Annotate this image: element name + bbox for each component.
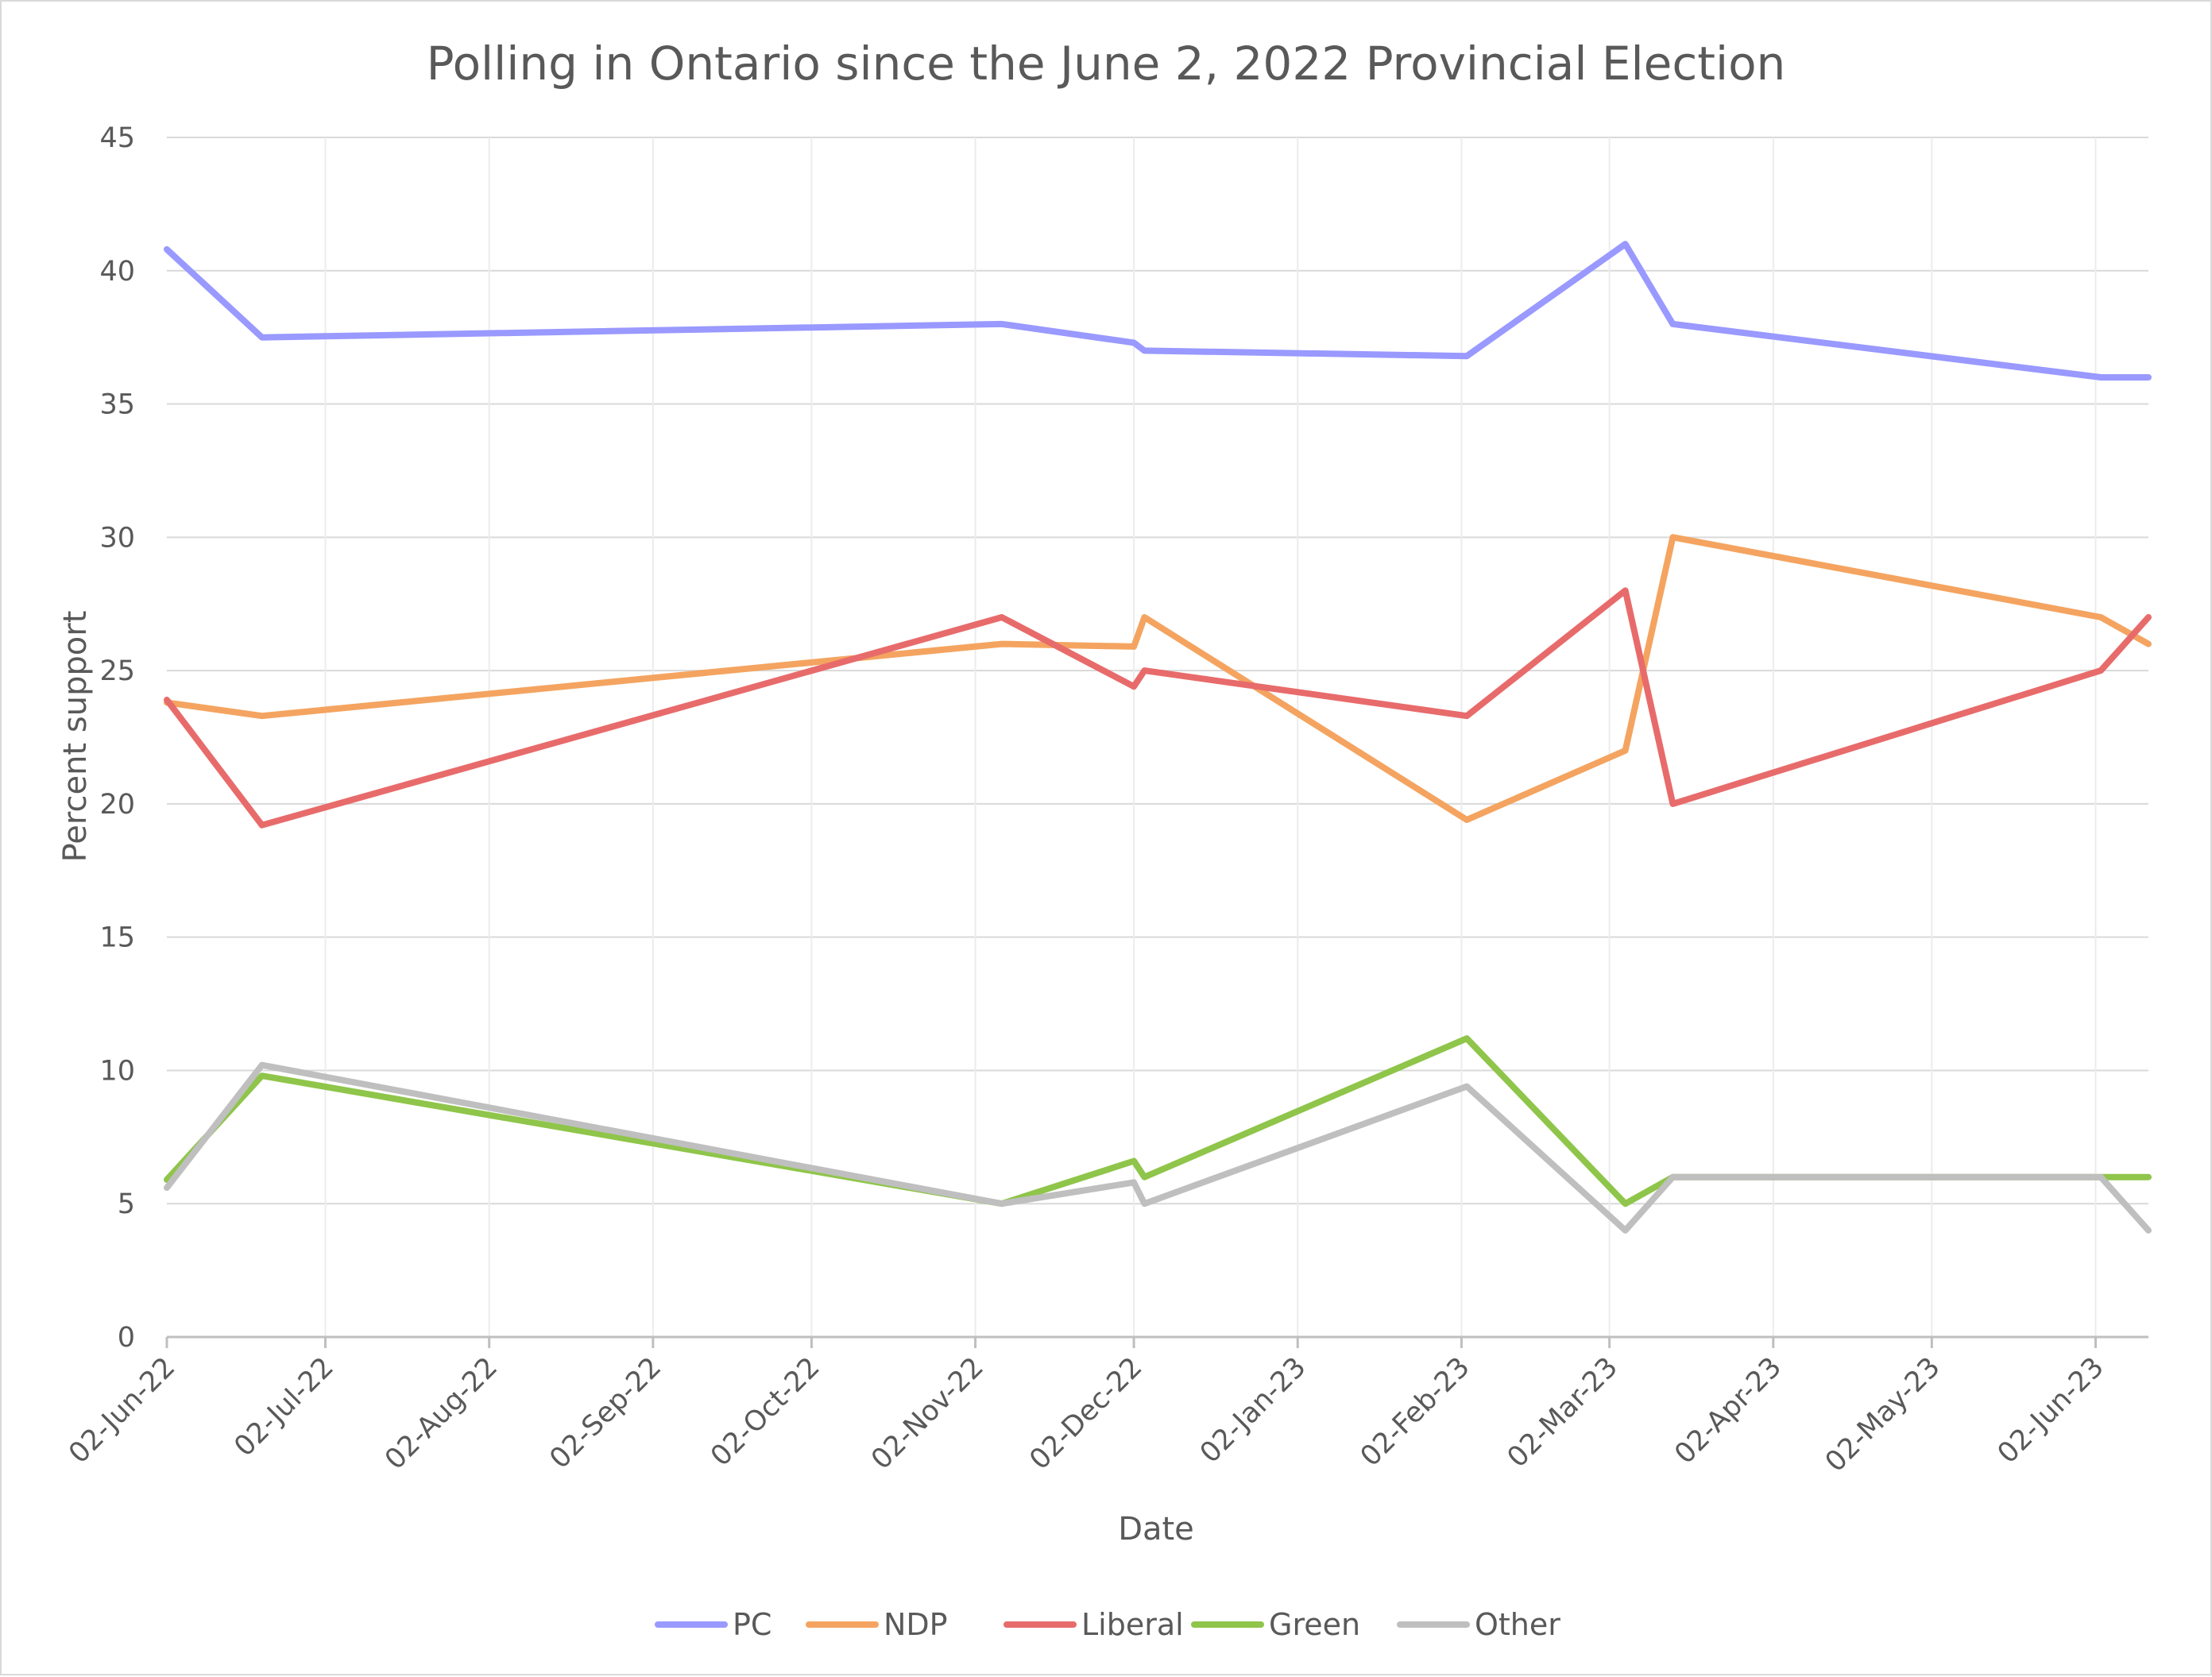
x-tick-label: 02-Oct-22 [705,1351,826,1473]
x-axis-label: Date [1118,1511,1194,1548]
y-axis-ticks: 0 5 10 15 20 25 30 35 40 45 [99,122,135,1354]
y-tick-label: 25 [99,655,135,687]
legend-item-green: Green [1191,1607,1360,1642]
x-tick-label: 02-Sep-22 [543,1351,667,1475]
x-tick-label: 02-Jun-22 [63,1351,181,1470]
x-tick-label: 02-May-23 [1819,1351,1947,1478]
legend-item-ndp: NDP [806,1607,948,1642]
series-lines [164,241,2152,1234]
legend-item-other: Other [1397,1607,1560,1642]
series-line-liberal [164,587,2152,829]
x-tick-label: 02-Apr-23 [1669,1351,1788,1470]
y-tick-label: 10 [99,1055,135,1087]
legend-label: Green [1269,1607,1360,1642]
y-tick-label: 35 [99,389,135,421]
legend-label: PC [733,1607,771,1642]
chart-title: Polling in Ontario since the June 2, 202… [427,37,1786,91]
x-tick-label: 02-Jan-23 [1194,1351,1313,1470]
y-tick-label: 30 [99,522,135,554]
x-tick-label: 02-Mar-23 [1502,1351,1624,1474]
legend-label: Liberal [1081,1607,1184,1642]
x-tick-label: 02-Aug-22 [379,1351,504,1476]
series-line-pc [164,241,2152,381]
gridlines [167,137,2148,1337]
x-tick-label: 02-Nov-22 [865,1351,990,1476]
x-tick-label: 02-Feb-23 [1355,1351,1476,1473]
legend-label: Other [1475,1607,1560,1642]
x-tick-label: 02-Jun-23 [1992,1351,2110,1470]
y-tick-label: 15 [99,922,135,954]
x-tick-label: 02-Jul-22 [229,1351,340,1463]
x-axis-ticks: 02-Jun-22 02-Jul-22 02-Aug-22 02-Sep-22 02-O… [63,1337,2110,1478]
y-tick-label: 40 [99,256,135,288]
y-tick-label: 0 [118,1322,135,1354]
x-tick-label: 02-Dec-22 [1023,1351,1148,1476]
y-tick-label: 5 [118,1188,135,1220]
y-tick-label: 20 [99,789,135,821]
series-line-other [164,1061,2152,1234]
legend: PC NDP Liberal Green Other [655,1607,1560,1642]
y-tick-label: 45 [99,122,135,154]
legend-item-liberal: Liberal [1004,1607,1184,1642]
legend-label: NDP [884,1607,948,1642]
y-axis-label: Percent support [57,611,94,863]
series-line-ndp [164,534,2152,823]
legend-item-pc: PC [655,1607,771,1642]
